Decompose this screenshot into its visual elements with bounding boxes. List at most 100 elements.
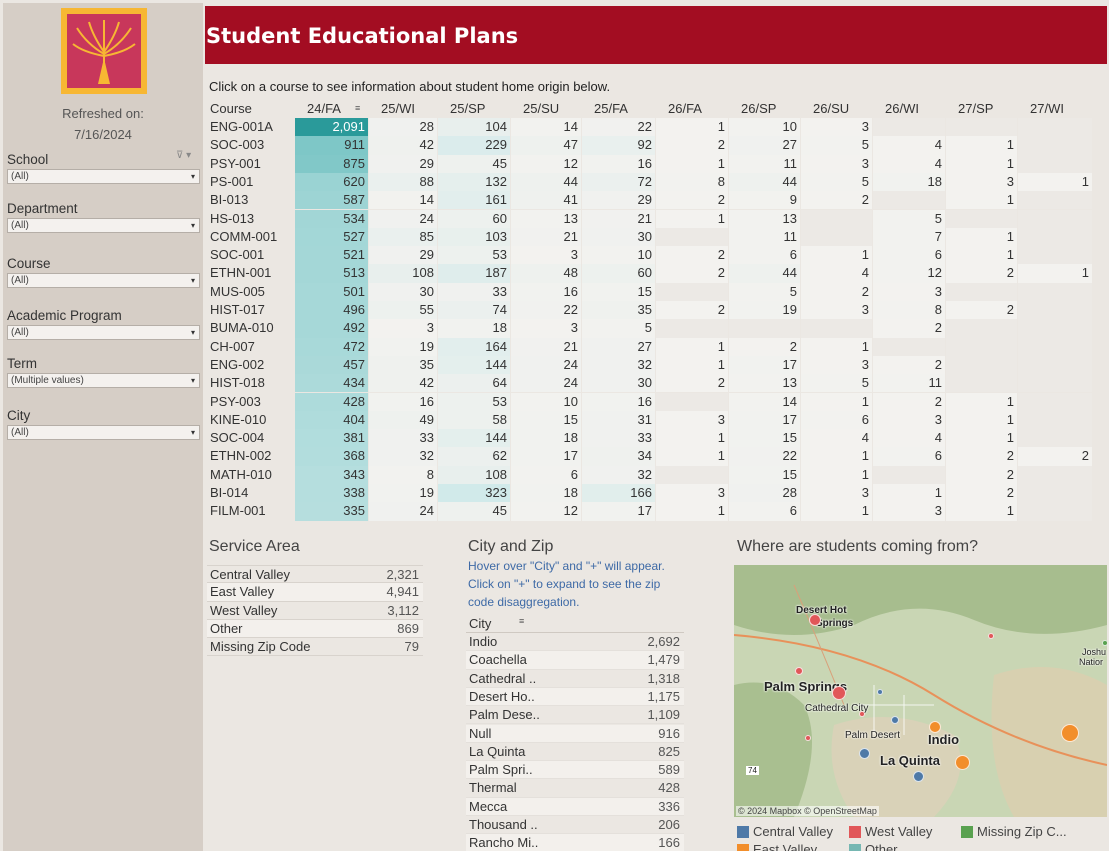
table-cell[interactable]: 1 (801, 392, 872, 411)
table-cell[interactable]: 1 (656, 447, 728, 466)
city-row[interactable]: Null 916 (466, 724, 684, 743)
table-cell[interactable]: 6 (729, 246, 800, 265)
table-cell[interactable]: 17 (729, 410, 800, 430)
table-cell[interactable]: 2 (801, 191, 872, 210)
course-name[interactable]: MUS-005 (210, 283, 265, 299)
course-name[interactable]: MATH-010 (210, 466, 272, 482)
table-cell[interactable] (1018, 136, 1092, 155)
table-row[interactable]: ETHN-001 513 108 187 48 60 2 44 4 12 2 1 (207, 264, 1097, 283)
table-row[interactable]: KINE-010 404 49 58 15 31 3 17 6 3 1 (207, 410, 1097, 430)
chevron-down-icon[interactable]: ▾ (190, 172, 195, 181)
table-cell[interactable]: 3 (656, 410, 728, 430)
filter-dropdown[interactable]: (All) ▾ (7, 325, 200, 340)
filter-dropdown[interactable]: (All) ▾ (7, 425, 200, 440)
table-cell[interactable] (873, 337, 945, 356)
service-area-row[interactable]: East Valley 4,941 (207, 583, 423, 602)
table-cell[interactable]: 19 (369, 337, 437, 356)
table-cell[interactable]: 53 (438, 246, 510, 265)
table-row[interactable]: ENG-001A 2,091 28 104 14 22 1 10 3 (207, 118, 1097, 137)
service-area-row[interactable]: Other 869 (207, 619, 423, 639)
table-cell[interactable] (1018, 374, 1092, 393)
table-cell[interactable]: 47 (511, 136, 581, 155)
table-cell[interactable]: 33 (438, 282, 510, 301)
table-cell[interactable]: 1 (656, 209, 728, 228)
table-cell[interactable]: 15 (511, 410, 581, 430)
table-cell[interactable]: 1 (656, 154, 728, 173)
table-cell[interactable]: 2 (656, 246, 728, 265)
table-cell[interactable]: 1 (946, 392, 1017, 411)
table-cell[interactable]: 42 (369, 374, 437, 393)
column-header-term[interactable]: 26/SU (813, 101, 850, 116)
table-cell[interactable]: 501 (295, 282, 368, 301)
table-cell[interactable]: 2 (873, 392, 945, 411)
legend-label[interactable]: Other (865, 842, 898, 851)
table-cell[interactable]: 6 (729, 502, 800, 521)
table-cell[interactable]: 44 (511, 172, 581, 192)
table-cell[interactable]: 13 (729, 374, 800, 393)
table-row[interactable]: PSY-001 875 29 45 12 16 1 11 3 4 1 (207, 154, 1097, 173)
table-cell[interactable] (873, 191, 945, 210)
table-cell[interactable]: 22 (729, 447, 800, 466)
table-cell[interactable]: 16 (369, 392, 437, 411)
column-header-term[interactable]: 25/WI (381, 101, 415, 116)
map-marker[interactable] (859, 748, 870, 759)
map-marker[interactable] (832, 686, 846, 700)
table-cell[interactable]: 3 (511, 319, 581, 338)
table-cell[interactable]: 1 (801, 502, 872, 521)
table-cell[interactable]: 1 (946, 136, 1017, 155)
city-row[interactable]: Rancho Mi.. 166 (466, 834, 684, 851)
table-cell[interactable]: 28 (729, 484, 800, 503)
table-cell[interactable]: 5 (801, 136, 872, 155)
table-cell[interactable] (801, 227, 872, 247)
table-cell[interactable]: 108 (438, 465, 510, 484)
table-cell[interactable]: 5 (582, 319, 655, 338)
table-cell[interactable]: 92 (582, 136, 655, 155)
table-cell[interactable]: 4 (873, 154, 945, 173)
table-cell[interactable]: 8 (873, 301, 945, 320)
table-cell[interactable]: 21 (511, 227, 581, 247)
table-cell[interactable]: 1 (946, 429, 1017, 448)
table-cell[interactable]: 2 (873, 319, 945, 338)
table-row[interactable]: FILM-001 335 24 45 12 17 1 6 1 3 1 (207, 502, 1097, 521)
table-cell[interactable]: 1 (946, 246, 1017, 265)
course-name[interactable]: HIST-017 (210, 302, 265, 317)
table-cell[interactable]: 2 (656, 136, 728, 155)
column-header-term[interactable]: 25/SU (523, 101, 560, 116)
table-cell[interactable]: 2 (873, 355, 945, 375)
map-marker[interactable] (805, 735, 811, 741)
course-name[interactable]: BI-014 (210, 485, 249, 500)
table-cell[interactable]: 8 (656, 172, 728, 192)
table-cell[interactable]: 49 (369, 410, 437, 430)
table-cell[interactable]: 15 (729, 465, 800, 484)
table-cell[interactable]: 132 (438, 172, 510, 192)
table-cell[interactable]: 5 (801, 374, 872, 393)
table-cell[interactable]: 1 (656, 429, 728, 448)
table-cell[interactable]: 343 (295, 465, 368, 484)
legend-label[interactable]: West Valley (865, 824, 933, 839)
table-cell[interactable]: 32 (369, 447, 437, 466)
table-cell[interactable] (946, 319, 1017, 338)
table-cell[interactable] (1018, 246, 1092, 265)
table-cell[interactable]: 1 (1018, 172, 1092, 192)
table-cell[interactable]: 1 (801, 337, 872, 356)
table-row[interactable]: COMM-001 527 85 103 21 30 11 7 1 (207, 227, 1097, 247)
table-cell[interactable]: 2 (656, 264, 728, 283)
course-name[interactable]: ENG-002 (210, 356, 265, 372)
table-cell[interactable]: 2 (946, 301, 1017, 320)
table-cell[interactable]: 7 (873, 227, 945, 247)
table-cell[interactable]: 30 (369, 282, 437, 301)
column-header-term[interactable]: 25/FA (594, 101, 628, 116)
table-cell[interactable]: 1 (946, 191, 1017, 210)
table-cell[interactable]: 35 (369, 355, 437, 375)
column-header-term[interactable]: 26/FA (668, 101, 702, 116)
table-cell[interactable]: 29 (582, 191, 655, 210)
table-cell[interactable]: 44 (729, 172, 800, 192)
table-cell[interactable]: 28 (369, 118, 437, 137)
table-cell[interactable]: 85 (369, 227, 437, 247)
course-name[interactable]: ETHN-001 (210, 265, 272, 281)
map-marker[interactable] (877, 689, 883, 695)
column-header-term[interactable]: 24/FA (307, 101, 341, 116)
course-name[interactable]: SOC-003 (210, 137, 265, 153)
table-cell[interactable]: 17 (511, 447, 581, 466)
table-cell[interactable]: 22 (582, 118, 655, 137)
